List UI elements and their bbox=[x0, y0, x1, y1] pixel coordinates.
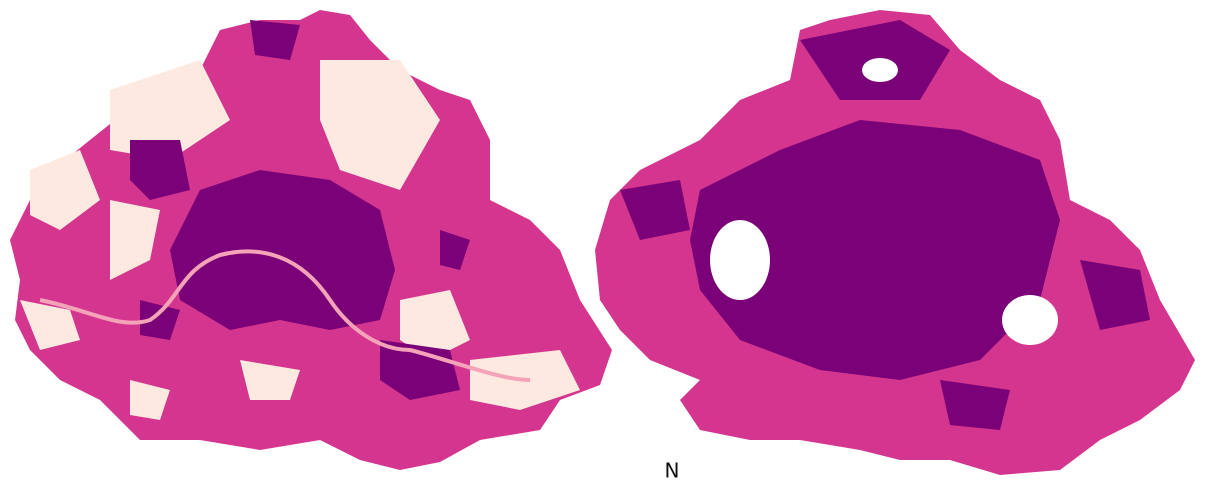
right-map bbox=[595, 10, 1195, 475]
north-label: N bbox=[665, 459, 680, 481]
left-map-river bbox=[39, 249, 531, 382]
left-map bbox=[10, 10, 612, 470]
right-map-gaps bbox=[710, 58, 1058, 345]
left-map-light-areas bbox=[20, 60, 580, 420]
left-map-dark-areas bbox=[130, 20, 470, 400]
